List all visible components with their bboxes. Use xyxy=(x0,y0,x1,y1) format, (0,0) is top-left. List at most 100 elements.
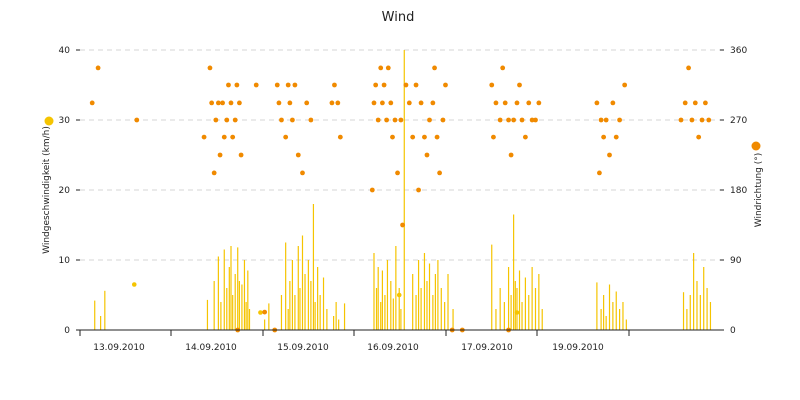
direction-point xyxy=(232,117,238,123)
y-right-tick-label: 90 xyxy=(730,256,742,266)
direction-point xyxy=(601,134,607,140)
x-tick-label: 14.09.2010 xyxy=(185,343,237,353)
direction-point xyxy=(380,100,385,106)
speed-legend-marker xyxy=(44,116,54,126)
direction-point xyxy=(617,117,623,123)
direction-point xyxy=(308,117,314,123)
direction-point xyxy=(221,134,227,140)
direction-point xyxy=(395,170,400,176)
direction-point xyxy=(390,134,395,140)
direction-point xyxy=(603,117,609,123)
direction-point xyxy=(500,65,506,71)
direction-point xyxy=(430,100,436,106)
direction-point xyxy=(373,82,379,88)
direction-point xyxy=(209,100,215,106)
y-left-axis-label: Windgeschwindigkeit (km/h) xyxy=(42,126,52,254)
direction-point xyxy=(95,65,101,71)
speed-series xyxy=(94,50,712,330)
direction-point xyxy=(226,82,231,88)
direction-point xyxy=(493,100,499,106)
direction-point xyxy=(491,134,496,140)
direction-legend-marker xyxy=(751,141,761,151)
direction-point xyxy=(416,187,421,193)
direction-point xyxy=(678,117,684,123)
direction-point xyxy=(432,65,437,71)
direction-point xyxy=(335,100,341,106)
direction-point xyxy=(702,100,708,106)
grid xyxy=(80,49,720,261)
direction-point xyxy=(369,187,375,193)
direction-point xyxy=(536,100,542,106)
direction-point xyxy=(497,117,503,123)
direction-point xyxy=(689,117,695,123)
direction-point xyxy=(622,82,628,88)
direction-point xyxy=(686,65,691,71)
direction-point xyxy=(502,100,508,106)
direction-point xyxy=(613,134,619,140)
direction-point xyxy=(517,82,522,88)
y-left-tick-label: 20 xyxy=(59,186,71,196)
direction-point xyxy=(201,134,207,140)
y-right-tick-label: 270 xyxy=(730,116,747,126)
direction-point xyxy=(443,82,448,88)
y-left-tick-label: 30 xyxy=(59,116,71,126)
direction-point xyxy=(217,152,223,158)
direction-point xyxy=(304,100,310,106)
direction-point xyxy=(392,117,398,123)
direction-point xyxy=(400,222,405,228)
direction-point xyxy=(134,117,140,123)
y-right-tick-label: 360 xyxy=(730,46,747,56)
direction-point xyxy=(406,100,412,106)
direction-point xyxy=(207,65,213,71)
direction-point xyxy=(519,117,525,123)
direction-point xyxy=(332,82,337,88)
direction-point xyxy=(378,65,384,71)
direction-point xyxy=(594,100,600,106)
direction-point xyxy=(410,134,416,140)
direction-point xyxy=(228,100,234,106)
chart-title: Wind xyxy=(382,10,415,25)
direction-point xyxy=(514,100,520,106)
direction-point xyxy=(597,170,602,176)
direction-point xyxy=(489,82,495,88)
direction-point xyxy=(285,82,291,88)
direction-point xyxy=(220,100,225,106)
direction-point xyxy=(437,170,442,176)
speed-point xyxy=(258,310,263,315)
direction-point xyxy=(274,82,280,88)
direction-point xyxy=(706,117,712,123)
direction-point xyxy=(375,117,381,123)
speed-point xyxy=(396,292,402,298)
direction-point xyxy=(253,82,259,88)
direction-point xyxy=(508,152,514,158)
x-tick-label: 16.09.2010 xyxy=(367,343,419,353)
direction-point xyxy=(696,134,702,140)
direction-point xyxy=(529,117,535,123)
direction-point xyxy=(533,117,538,123)
direction-point xyxy=(440,117,446,123)
direction-point xyxy=(427,117,432,123)
speed-point xyxy=(514,310,520,315)
x-tick-label: 17.09.2010 xyxy=(461,343,513,353)
direction-point xyxy=(424,152,430,158)
direction-point xyxy=(224,117,230,123)
direction-point xyxy=(287,100,293,106)
x-tick-label: 15.09.2010 xyxy=(277,343,329,353)
direction-point xyxy=(413,82,419,88)
direction-point xyxy=(403,82,409,88)
direction-point xyxy=(295,152,301,158)
y-left-tick-label: 10 xyxy=(59,256,71,266)
y-right-tick-label: 0 xyxy=(730,326,736,336)
y-right-tick-label: 180 xyxy=(730,186,747,196)
direction-point xyxy=(213,117,219,123)
direction-point xyxy=(289,117,295,123)
direction-point xyxy=(418,100,424,106)
direction-point xyxy=(388,100,394,106)
direction-point xyxy=(292,82,298,88)
direction-point xyxy=(522,134,528,140)
direction-point xyxy=(526,100,532,106)
direction-point xyxy=(692,100,698,106)
direction-point xyxy=(262,309,268,315)
direction-point xyxy=(422,134,427,140)
